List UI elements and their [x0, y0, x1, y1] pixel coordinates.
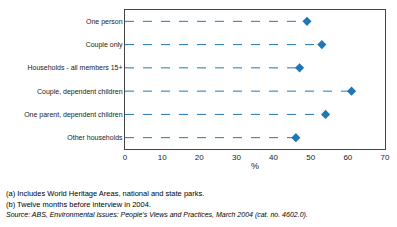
svg-text:%: %	[251, 161, 259, 171]
svg-text:30: 30	[232, 153, 241, 162]
svg-text:70: 70	[381, 153, 390, 162]
svg-text:Couple, dependent children: Couple, dependent children	[37, 88, 123, 96]
svg-text:(b) Twelve months before inter: (b) Twelve months before interview in 20…	[6, 200, 151, 209]
svg-text:10: 10	[158, 153, 167, 162]
svg-text:40: 40	[269, 153, 278, 162]
svg-text:Source: ABS, Environmental Iss: Source: ABS, Environmental Issues: Peopl…	[6, 211, 308, 219]
svg-text:One parent, dependent children: One parent, dependent children	[24, 111, 123, 119]
svg-text:Other households: Other households	[67, 134, 123, 141]
svg-text:60: 60	[343, 153, 352, 162]
svg-text:(a) Includes World Heritage Ar: (a) Includes World Heritage Areas, natio…	[6, 189, 204, 198]
svg-text:One person: One person	[86, 18, 123, 26]
svg-text:Couple only: Couple only	[86, 41, 123, 49]
svg-text:0: 0	[123, 153, 128, 162]
svg-text:Households - all members 15+: Households - all members 15+	[27, 64, 122, 71]
svg-text:20: 20	[195, 153, 204, 162]
svg-text:50: 50	[306, 153, 315, 162]
